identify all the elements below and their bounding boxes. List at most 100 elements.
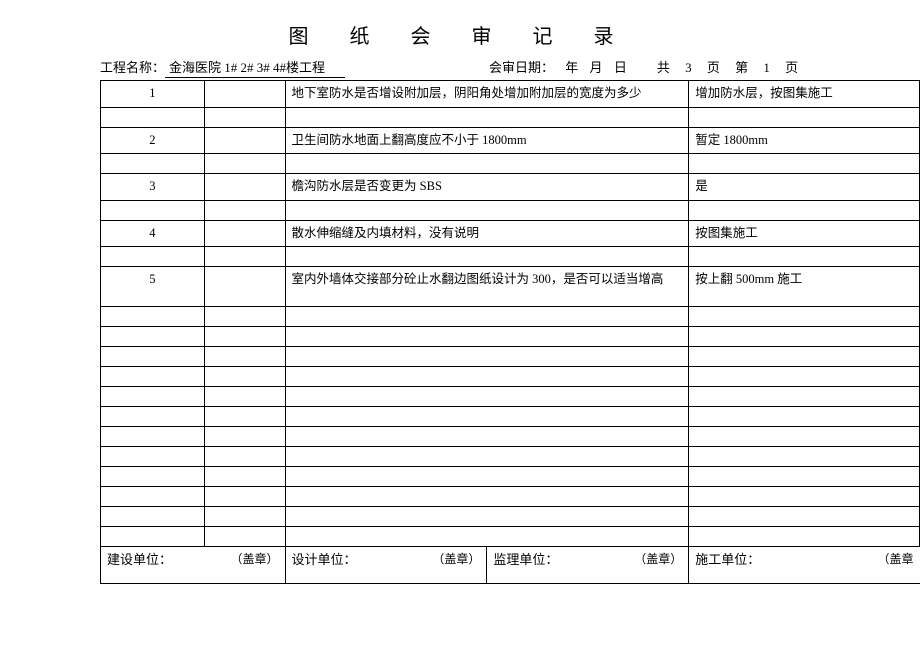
stamp4: （盖章 [877,551,913,568]
table-row [101,327,920,347]
row-answer [689,507,920,527]
row-number [101,467,205,487]
total-label: 共 [657,60,670,75]
row-answer: 按图集施工 [689,220,920,247]
row-number [101,507,205,527]
row-col2 [204,127,285,154]
stamp3: （盖章） [634,551,682,568]
table-row [101,487,920,507]
row-question [285,507,689,527]
row-col2 [204,307,285,327]
row-number [101,447,205,467]
row-number [101,154,205,174]
table-row [101,247,920,267]
review-date-label: 会审日期： [489,60,554,75]
row-question [285,387,689,407]
table-row [101,107,920,127]
row-question [285,200,689,220]
row-number [101,487,205,507]
row-number [101,427,205,447]
row-answer: 暂定 1800mm [689,127,920,154]
review-date-section: 会审日期： 年 月 日 [485,57,631,76]
row-answer [689,387,920,407]
row-col2 [204,467,285,487]
header-line: 工程名称： 金海医院 1# 2# 3# 4#楼工程 会审日期： 年 月 日 共 … [100,57,920,78]
project-label: 工程名称： [100,57,165,76]
row-number [101,247,205,267]
current-page: 1 [763,60,770,75]
row-answer: 是 [689,174,920,201]
unit4-label: 施工单位： [695,552,760,567]
row-col2 [204,154,285,174]
table-row [101,427,920,447]
row-number: 1 [101,81,205,108]
row-number [101,387,205,407]
footer-unit4: 施工单位： （盖章 [689,547,920,584]
row-question [285,107,689,127]
unit3-label: 监理单位： [493,552,558,567]
row-number [101,200,205,220]
stamp2: （盖章） [432,551,480,568]
row-number [101,367,205,387]
row-col2 [204,200,285,220]
row-question: 室内外墙体交接部分砼止水翻边图纸设计为 300，是否可以适当增高 [285,267,689,307]
row-question: 檐沟防水层是否变更为 SBS [285,174,689,201]
row-answer [689,367,920,387]
table-row [101,447,920,467]
page-unit2: 页 [785,60,798,75]
stamp1: （盖章） [231,551,279,568]
row-question: 地下室防水是否增设附加层，阴阳角处增加附加层的宽度为多少 [285,81,689,108]
row-col2 [204,81,285,108]
current-label: 第 [735,60,748,75]
row-answer [689,487,920,507]
row-col2 [204,387,285,407]
row-answer: 按上翻 500mm 施工 [689,267,920,307]
row-col2 [204,347,285,367]
row-question [285,247,689,267]
table-row [101,307,920,327]
row-number: 3 [101,174,205,201]
row-question [285,467,689,487]
page-title: 图 纸 会 审 记 录 [0,20,920,49]
row-answer [689,327,920,347]
row-number: 2 [101,127,205,154]
row-answer [689,307,920,327]
table-row [101,507,920,527]
row-col2 [204,267,285,307]
row-question [285,327,689,347]
page-unit: 页 [707,60,720,75]
row-answer [689,427,920,447]
row-question: 卫生间防水地面上翻高度应不小于 1800mm [285,127,689,154]
table-row: 2 卫生间防水地面上翻高度应不小于 1800mm暂定 1800mm [101,127,920,154]
table-row [101,154,920,174]
table-row: 3 檐沟防水层是否变更为 SBS是 [101,174,920,201]
row-question [285,347,689,367]
unit1-label: 建设单位： [107,552,172,567]
table-row [101,367,920,387]
year-label: 年 [565,60,578,75]
table-row: 5室内外墙体交接部分砼止水翻边图纸设计为 300，是否可以适当增高按上翻 500… [101,267,920,307]
row-question: 散水伸缩缝及内填材料，没有说明 [285,220,689,247]
row-question [285,427,689,447]
row-answer [689,447,920,467]
row-col2 [204,527,285,547]
row-question [285,487,689,507]
month-label: 月 [590,60,603,75]
row-answer [689,467,920,487]
project-name: 金海医院 1# 2# 3# 4#楼工程 [165,57,345,78]
unit2-label: 设计单位： [292,552,357,567]
row-col2 [204,407,285,427]
row-col2 [204,487,285,507]
row-answer [689,347,920,367]
footer-unit1: 建设单位： （盖章） [101,547,286,584]
day-label: 日 [614,60,627,75]
row-number [101,347,205,367]
table-row: 4散水伸缩缝及内填材料，没有说明按图集施工 [101,220,920,247]
row-question [285,407,689,427]
row-col2 [204,327,285,347]
footer-unit3: 监理单位： （盖章） [487,547,688,583]
row-question [285,154,689,174]
row-number [101,107,205,127]
table-row [101,200,920,220]
page-section: 共 3 页 第 1 页 [651,57,804,76]
